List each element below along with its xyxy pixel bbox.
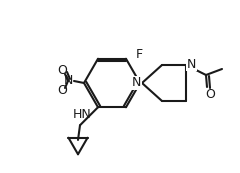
Text: N: N	[63, 75, 73, 88]
Text: O: O	[205, 88, 215, 101]
Text: N: N	[132, 76, 141, 89]
Text: N: N	[187, 57, 196, 71]
Text: F: F	[136, 48, 143, 61]
Text: O: O	[57, 65, 67, 78]
Text: HN: HN	[73, 108, 91, 121]
Text: O: O	[57, 84, 67, 98]
